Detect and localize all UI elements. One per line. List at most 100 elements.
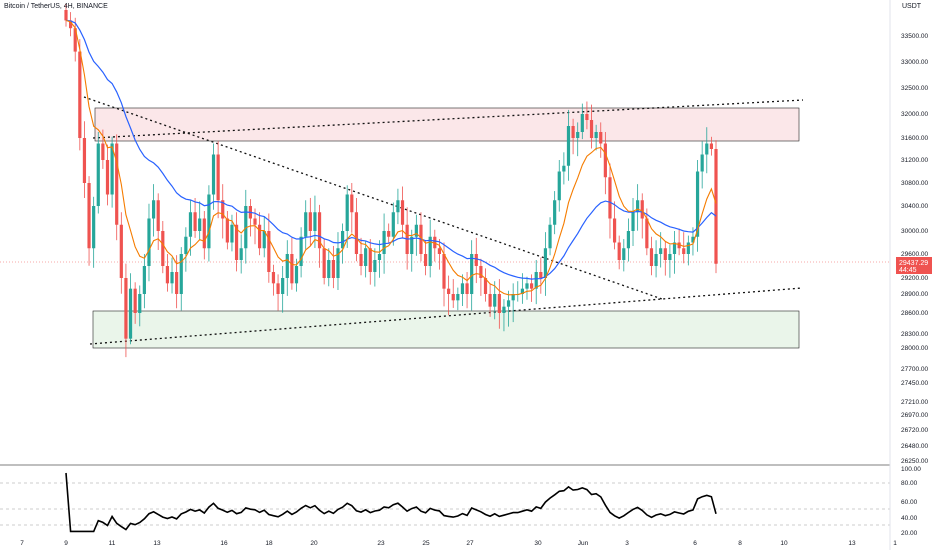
candle-body — [451, 294, 455, 301]
candle-body — [442, 254, 446, 289]
candle-body — [566, 126, 571, 166]
candle-body — [317, 212, 322, 249]
time-tick-label: 27 — [466, 540, 474, 547]
candle-body — [659, 248, 663, 254]
candle-body — [216, 154, 220, 201]
rsi-tick-label: 40.00 — [901, 515, 918, 522]
rsi-tick-label: 20.00 — [901, 530, 918, 537]
candle-body — [151, 200, 156, 219]
last-price-label: 29437.29 — [899, 260, 928, 267]
descending-trendline[interactable] — [83, 96, 663, 300]
candle-body — [433, 236, 437, 249]
candle-body — [497, 294, 501, 313]
candle-body — [234, 224, 239, 260]
resistance-zone[interactable] — [94, 107, 800, 142]
candle-body — [87, 183, 91, 249]
support-zone[interactable] — [92, 310, 800, 349]
candle-body — [69, 20, 73, 29]
rsi-tick-label: 80.00 — [901, 480, 918, 487]
candle-body — [539, 272, 543, 278]
lower-trendline[interactable] — [89, 287, 803, 345]
time-tick-label: 6 — [693, 540, 697, 547]
candle-body — [350, 194, 354, 213]
time-tick-label: Jun — [578, 540, 589, 547]
price-axis[interactable]: 33500.00 33000.00 32500.00 32000.00 31600.00… — [901, 33, 928, 465]
price-tick-label: 29200.00 — [901, 275, 928, 282]
candle-body — [645, 218, 649, 249]
candle-body — [506, 300, 511, 307]
price-tick-label: 27450.00 — [901, 380, 928, 387]
rsi-tick-label: 100.00 — [901, 466, 921, 473]
candle-body — [179, 254, 183, 294]
candle-body — [73, 28, 77, 52]
candle-body — [331, 260, 335, 278]
candle-body — [276, 283, 280, 294]
candle-body — [447, 288, 451, 294]
candle-body — [589, 120, 594, 138]
candle-body — [553, 200, 557, 225]
price-tick-label: 31600.00 — [901, 135, 928, 142]
price-tick-label: 26480.00 — [901, 443, 928, 450]
candle-body — [92, 206, 96, 249]
candle-body — [207, 194, 211, 249]
price-tick-label: 26970.00 — [901, 412, 928, 419]
time-tick-label: 3 — [625, 540, 629, 547]
time-tick-label: 9 — [64, 540, 68, 547]
time-tick-label: 13 — [153, 540, 161, 547]
candle-body — [115, 143, 119, 225]
time-tick-label: 25 — [422, 540, 430, 547]
time-axis[interactable]: 7 9 11 13 16 18 20 23 25 27 30 Jun 3 6 8 10 13 1 — [20, 540, 897, 547]
price-tick-label: 32500.00 — [901, 85, 928, 92]
price-tick-label: 26250.00 — [901, 458, 928, 465]
candle-body — [290, 254, 294, 284]
candle-body — [695, 171, 700, 237]
candle-body — [677, 242, 681, 249]
time-tick-label: 23 — [377, 540, 385, 547]
candle-body — [119, 224, 123, 278]
time-tick-label: 20 — [310, 540, 318, 547]
candle-body — [78, 51, 82, 138]
candle-body — [239, 248, 243, 260]
candle-body — [271, 272, 276, 284]
candle-body — [608, 177, 612, 219]
price-tick-label: 27700.00 — [901, 366, 928, 373]
candle-body — [682, 248, 686, 254]
candle-body — [193, 212, 197, 231]
candle-body — [479, 266, 483, 278]
candle-body — [460, 283, 465, 294]
candle-body — [562, 165, 566, 172]
upper-trendline[interactable] — [92, 99, 804, 139]
candle-body — [258, 224, 262, 249]
candle-body — [525, 283, 529, 289]
price-tick-label: 28900.00 — [901, 291, 928, 298]
candle-body — [188, 212, 193, 237]
time-tick-label: 10 — [780, 540, 788, 547]
price-tick-label: 33000.00 — [901, 59, 928, 66]
candle-body — [281, 278, 285, 294]
price-tick-label: 28300.00 — [901, 331, 928, 338]
candle-body — [543, 248, 548, 278]
price-tick-label: 30400.00 — [901, 203, 928, 210]
candle-body — [626, 231, 631, 249]
candle-body — [400, 200, 405, 225]
rsi-axis[interactable]: 100.00 80.00 60.00 40.00 20.00 — [901, 466, 921, 537]
chart-title: Bitcoin / TetherUS, 4H, BINANCE — [4, 3, 108, 10]
candle-body — [599, 132, 603, 144]
candle-body — [156, 200, 160, 231]
candle-body — [493, 294, 497, 307]
last-price-badge — [896, 257, 932, 274]
price-tick-label: 33500.00 — [901, 33, 928, 40]
currency-label: USDT — [902, 3, 922, 10]
candle-body — [502, 306, 506, 313]
price-tick-label: 30000.00 — [901, 228, 928, 235]
candle-body — [571, 126, 575, 138]
candle-body — [202, 218, 206, 249]
candle-body — [410, 236, 414, 254]
candle-body — [267, 231, 271, 272]
candle-body — [354, 212, 359, 254]
candle-body — [308, 212, 312, 231]
price-tick-label: 30800.00 — [901, 180, 928, 187]
price-tick-label: 27210.00 — [901, 399, 928, 406]
candle-body — [709, 143, 713, 149]
